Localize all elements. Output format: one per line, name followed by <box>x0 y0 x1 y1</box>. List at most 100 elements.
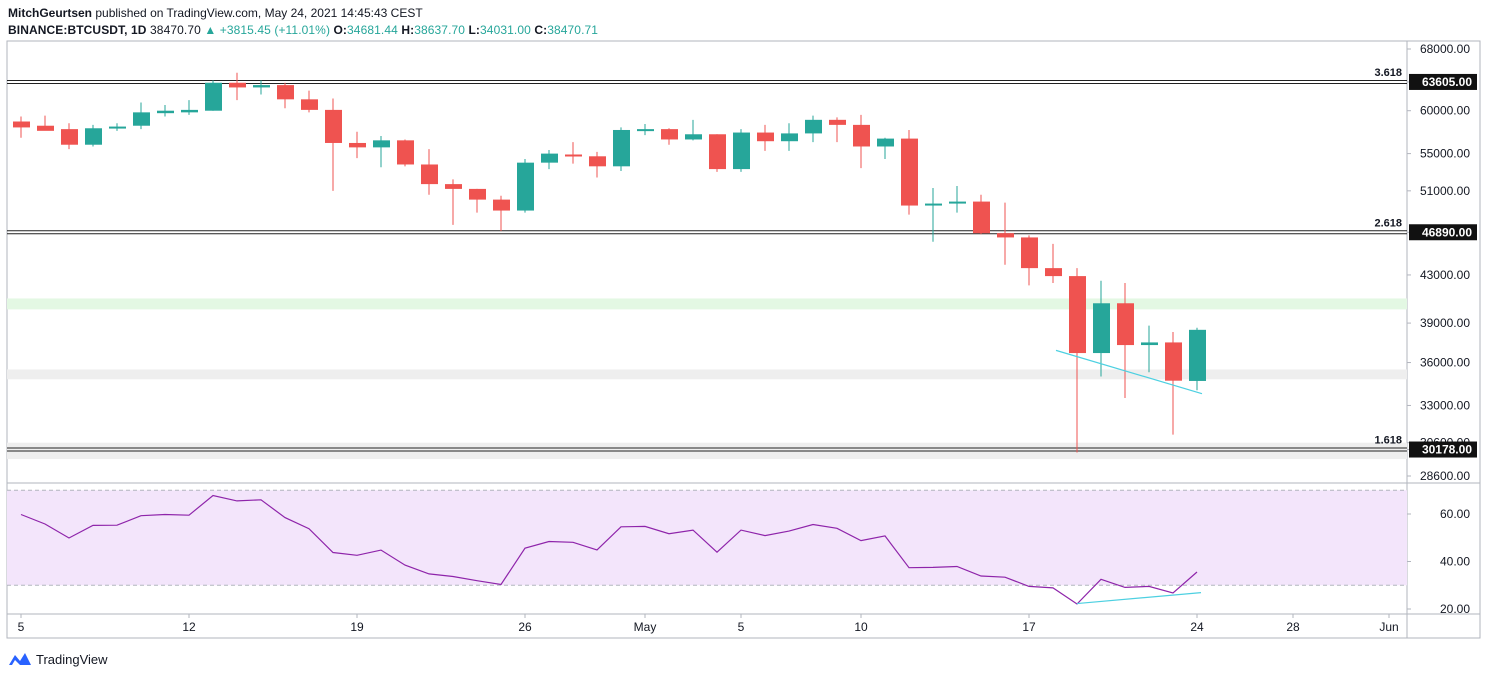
candle-body[interactable] <box>61 129 78 145</box>
symbol-line: BINANCE:BTCUSDT, 1D 38470.70 ▲ +3815.45 … <box>8 22 598 39</box>
price-tag-label: 63605.00 <box>1422 75 1472 89</box>
time-axis-label: 10 <box>854 620 868 634</box>
close-value: 38470.71 <box>547 23 599 37</box>
candle-body[interactable] <box>349 142 366 148</box>
low-value: 34031.00 <box>480 23 531 37</box>
fib-label: 3.618 <box>1374 67 1402 79</box>
tradingview-footer: TradingView <box>8 651 108 667</box>
candle-body[interactable] <box>1093 303 1110 354</box>
candle-body[interactable] <box>565 154 582 157</box>
price-axis-label: 60000.00 <box>1420 104 1470 118</box>
candle-body[interactable] <box>37 125 54 131</box>
candle-body[interactable] <box>757 132 774 142</box>
candle-body[interactable] <box>613 129 630 167</box>
time-axis-label: Jun <box>1379 620 1398 634</box>
candle-body[interactable] <box>805 119 822 134</box>
candle-body[interactable] <box>973 201 990 234</box>
price-axis-label: 33000.00 <box>1420 398 1470 412</box>
rsi-line <box>20 494 1198 605</box>
candle-body[interactable] <box>685 134 702 140</box>
candle-body[interactable] <box>229 82 246 88</box>
rsi-axis-label: 20.00 <box>1440 602 1470 616</box>
price-tag <box>1409 441 1477 458</box>
candle-body[interactable] <box>829 119 846 125</box>
candle-body[interactable] <box>1141 342 1158 346</box>
candle-body[interactable] <box>445 184 462 189</box>
price-axis-label: 68000.00 <box>1420 42 1470 56</box>
open-label: O: <box>333 23 348 37</box>
low-label: L: <box>468 23 481 37</box>
candle-body[interactable] <box>13 121 30 128</box>
price-tag <box>1409 224 1477 241</box>
candle-body[interactable] <box>637 129 654 132</box>
candle-body[interactable] <box>901 138 918 206</box>
chart-header: MitchGeurtsen published on TradingView.c… <box>8 5 598 39</box>
candle-body[interactable] <box>997 233 1014 238</box>
high-label: H: <box>401 23 415 37</box>
price-trendline <box>1055 349 1203 395</box>
price-tag-label: 30178.00 <box>1422 443 1472 457</box>
candle-body[interactable] <box>253 85 270 88</box>
zone-gray-1 <box>7 369 1407 380</box>
candle-body[interactable] <box>301 99 318 110</box>
time-axis-label: 5 <box>738 620 745 634</box>
candle-body[interactable] <box>661 129 678 140</box>
high-value: 38637.70 <box>414 23 466 37</box>
candle-body[interactable] <box>541 153 558 163</box>
candle-body[interactable] <box>853 124 870 147</box>
candle-body[interactable] <box>517 162 534 211</box>
open-value: 34681.44 <box>347 23 398 37</box>
rsi-axis-label: 60.00 <box>1440 507 1470 521</box>
candle-body[interactable] <box>157 110 174 114</box>
price-axis-label: 51000.00 <box>1420 184 1470 198</box>
time-axis-label: 17 <box>1022 620 1036 634</box>
time-axis-label: 26 <box>518 620 532 634</box>
candle-body[interactable] <box>373 140 390 148</box>
candle-body[interactable] <box>205 82 222 111</box>
candle-body[interactable] <box>949 201 966 204</box>
publish-line: MitchGeurtsen published on TradingView.c… <box>8 5 598 22</box>
rsi-trendline <box>1076 592 1202 605</box>
author-name[interactable]: MitchGeurtsen <box>8 6 93 20</box>
candle-body[interactable] <box>421 164 438 185</box>
candle-body[interactable] <box>589 156 606 167</box>
time-axis-label: 24 <box>1190 620 1204 634</box>
zone-green-0 <box>7 298 1407 310</box>
candle-body[interactable] <box>709 134 726 170</box>
candle-body[interactable] <box>877 138 894 147</box>
candle-body[interactable] <box>133 112 150 126</box>
candle-body[interactable] <box>925 203 942 206</box>
candle-body[interactable] <box>1069 276 1086 354</box>
price-axis-label: 36000.00 <box>1420 356 1470 370</box>
price-axis-label: 39000.00 <box>1420 316 1470 330</box>
candle-body[interactable] <box>733 132 750 170</box>
fib-label: 1.618 <box>1374 435 1402 447</box>
price-change: ▲ +3815.45 (+11.01%) <box>204 23 331 37</box>
price-tag <box>1409 73 1477 90</box>
candle-body[interactable] <box>1117 303 1134 346</box>
candle-body[interactable] <box>397 140 414 165</box>
candle-body[interactable] <box>85 128 102 145</box>
candle-body[interactable] <box>109 126 126 129</box>
brand-name[interactable]: TradingView <box>36 651 108 667</box>
price-tag-label: 46890.00 <box>1422 225 1472 239</box>
candle-body[interactable] <box>1189 329 1206 381</box>
symbol-label[interactable]: BINANCE:BTCUSDT, 1D <box>8 23 147 37</box>
candle-body[interactable] <box>1021 237 1038 269</box>
price-axis-label: 55000.00 <box>1420 147 1470 161</box>
candle-body[interactable] <box>781 133 798 142</box>
candle-body[interactable] <box>325 109 342 143</box>
price-axis-label: 43000.00 <box>1420 268 1470 282</box>
candle-body[interactable] <box>493 199 510 211</box>
time-axis-label: 5 <box>18 620 25 634</box>
candle-body[interactable] <box>277 85 294 100</box>
chart-frame <box>6 40 1481 639</box>
candle-body[interactable] <box>1165 342 1182 381</box>
tradingview-logo-icon <box>9 653 31 665</box>
candle-body[interactable] <box>1045 268 1062 277</box>
candle-body[interactable] <box>469 188 486 200</box>
time-axis-label: 19 <box>350 620 364 634</box>
price-axis-label: 28600.00 <box>1420 469 1470 483</box>
candle-body[interactable] <box>181 109 198 113</box>
